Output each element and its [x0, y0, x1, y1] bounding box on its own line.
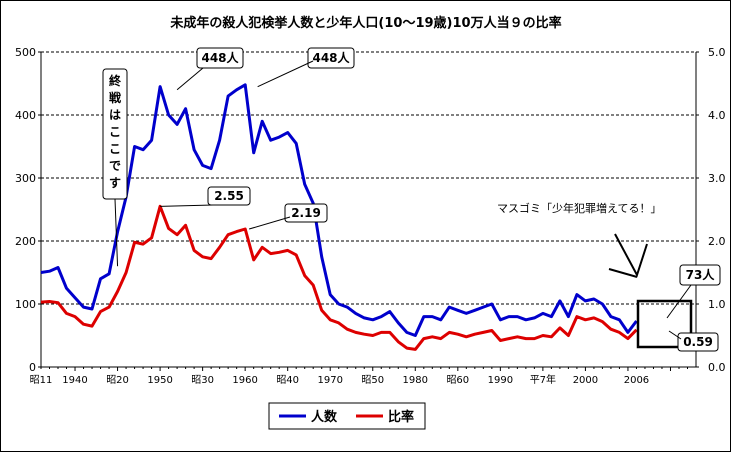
callout-peak-ratio-2-arrow — [249, 217, 290, 229]
callout-war-end-char: す — [109, 176, 121, 190]
callout-war-end-char: こ — [109, 125, 121, 139]
callout-war-end-char: 戦 — [109, 90, 122, 105]
x-tick-label: 1970 — [317, 375, 342, 386]
callout-peak-count-2: 448人 — [312, 50, 350, 65]
y-right-tick-label: 1.0 — [708, 298, 726, 311]
y-right-tick-label: 5.0 — [708, 46, 726, 59]
callout-war-end-char: こ — [109, 142, 121, 156]
callout-war-end-char: は — [109, 108, 121, 122]
y-left-tick-label: 400 — [15, 109, 36, 122]
callout-latest-count: 73人 — [686, 267, 716, 282]
series-line-ratio — [41, 206, 637, 349]
legend-ratio-label: 比率 — [388, 409, 414, 425]
callout-latest-ratio: 0.59 — [683, 335, 713, 349]
y-right-tick-label: 0.0 — [708, 361, 726, 374]
x-tick-label: 1950 — [147, 375, 172, 386]
x-tick-label: 1960 — [232, 375, 257, 386]
legend: 人数 比率 — [269, 403, 425, 429]
callout-peak-count-2-arrow — [258, 61, 313, 87]
y-left-tick-label: 0 — [29, 361, 36, 374]
annotation-masukomi: マスゴミ「少年犯罪増えてる！」 — [497, 201, 661, 215]
callout-peak-ratio-1-arrow — [160, 205, 213, 206]
x-tick-label: 昭60 — [446, 374, 469, 386]
callout-war-end-char: 終 — [109, 73, 122, 88]
x-tick-label: 1980 — [403, 375, 428, 386]
x-tick-label: 2006 — [624, 375, 649, 386]
callout-peak-ratio-1: 2.55 — [214, 189, 244, 203]
legend-count-label: 人数 — [311, 409, 338, 425]
y-right-tick-label: 4.0 — [708, 109, 726, 122]
y-left-tick-label: 100 — [15, 298, 36, 311]
annotation-masukomi-arrow-head — [609, 269, 637, 277]
callout-peak-count-1-arrow — [177, 68, 203, 90]
y-right-tick-label: 3.0 — [708, 172, 726, 185]
y-left-tick-label: 500 — [15, 46, 36, 59]
y-left-tick-label: 300 — [15, 172, 36, 185]
x-tick-label: 平7年 — [530, 373, 556, 386]
annotation-masukomi-arrow — [615, 234, 647, 275]
x-tick-label: 昭50 — [361, 374, 384, 386]
chart-title: 未成年の殺人犯検挙人数と少年人口(10〜19歳)10万人当９の比率 — [169, 15, 561, 31]
callout-war-end-char: で — [109, 159, 121, 173]
x-tick-label: 2000 — [573, 375, 598, 386]
y-right-tick-label: 2.0 — [708, 235, 726, 248]
callout-peak-ratio-2: 2.19 — [291, 206, 321, 220]
x-tick-label: 昭11 — [30, 374, 53, 386]
y-left-tick-label: 200 — [15, 235, 36, 248]
x-tick-label: 1990 — [488, 375, 513, 386]
callout-peak-count-1: 448人 — [201, 50, 239, 65]
x-tick-label: 昭20 — [106, 374, 129, 386]
x-tick-label: 昭30 — [191, 374, 214, 386]
x-tick-label: 昭40 — [276, 374, 299, 386]
x-tick-label: 1940 — [62, 375, 87, 386]
